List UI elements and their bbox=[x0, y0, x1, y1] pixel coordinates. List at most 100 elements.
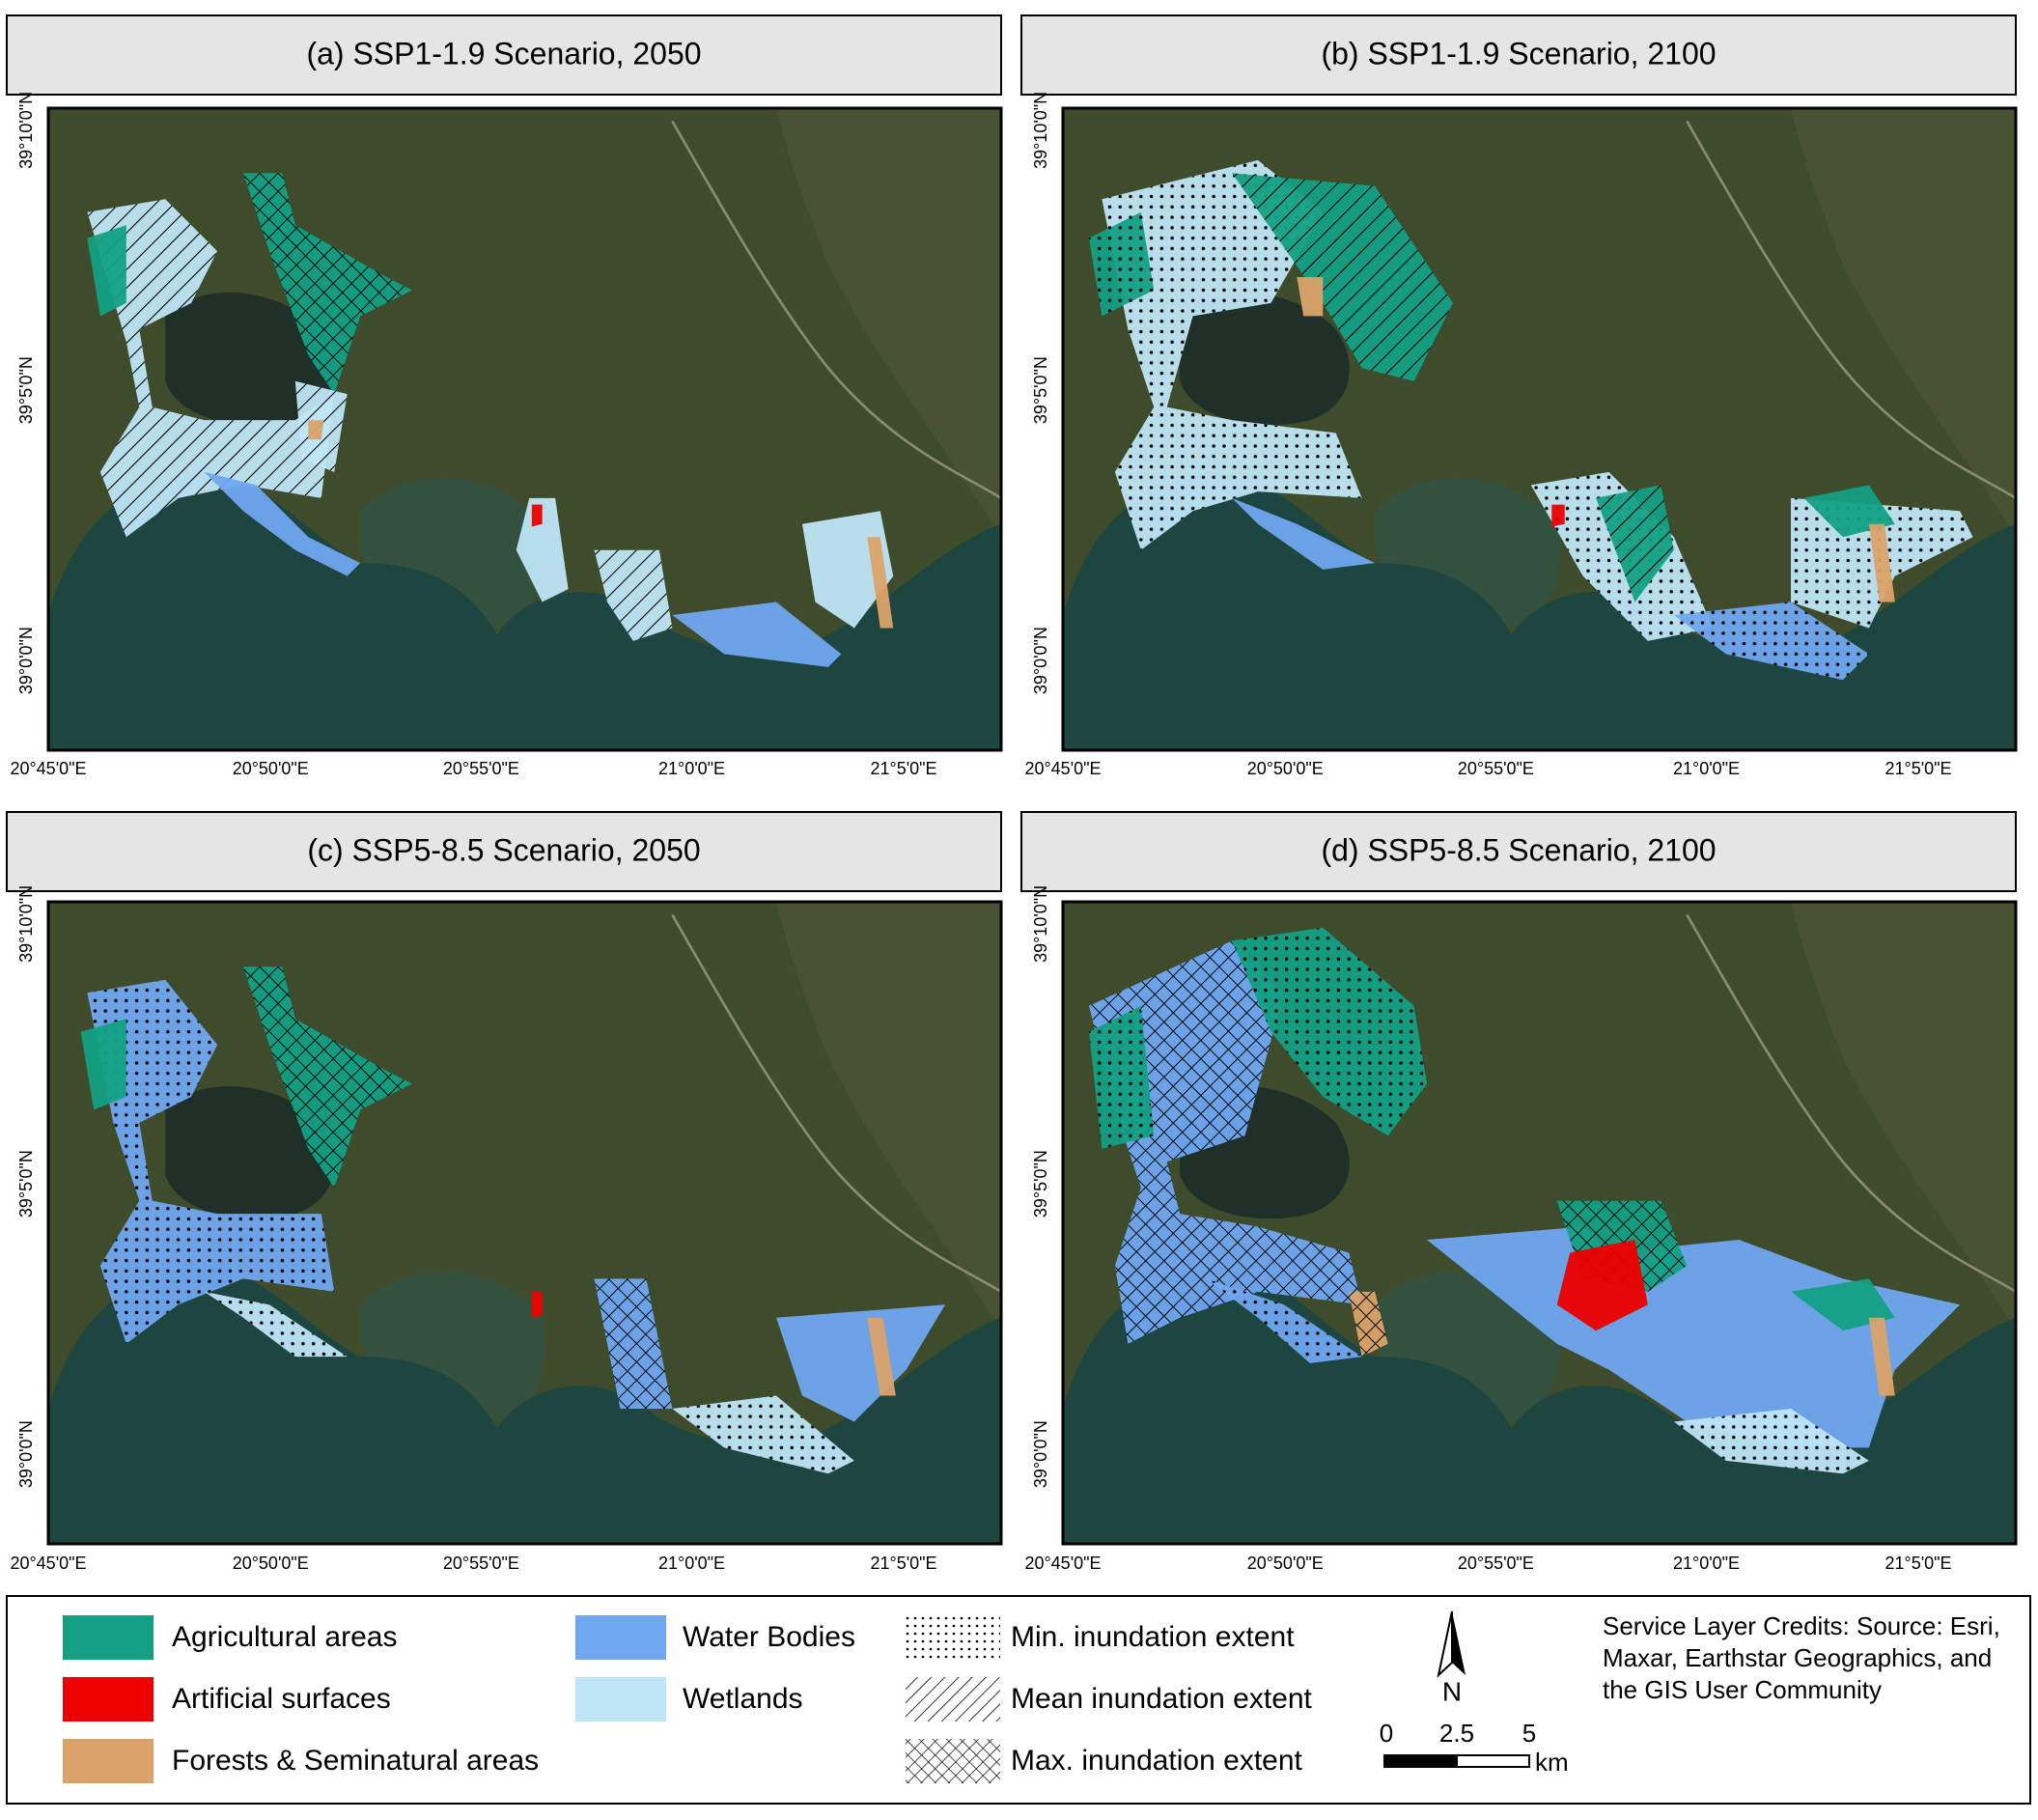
inundation-extent bbox=[1206, 1278, 1362, 1363]
lon-label: 20°45'0"E bbox=[10, 1554, 86, 1573]
scale-bar bbox=[1456, 1754, 1530, 1768]
legend-label: Mean inundation extent bbox=[1011, 1683, 1313, 1715]
legend-swatch bbox=[575, 1615, 666, 1660]
map bbox=[48, 108, 1001, 750]
panel-title-box bbox=[6, 811, 1002, 892]
land-cover bbox=[776, 1304, 946, 1422]
panel-title: (b) SSP1-1.9 Scenario, 2100 bbox=[1321, 36, 1716, 70]
land-cover bbox=[1868, 523, 1895, 602]
lat-label: 39°5'0"N bbox=[16, 356, 36, 424]
land-cover bbox=[516, 497, 569, 602]
land-cover bbox=[1232, 497, 1376, 570]
land-cover bbox=[867, 537, 894, 629]
land-cover bbox=[1791, 1278, 1895, 1331]
lon-label: 20°50'0"E bbox=[1247, 1554, 1324, 1573]
panel-title-box bbox=[6, 14, 1002, 96]
map-frame bbox=[1061, 900, 2018, 1546]
scale-label: 2.5 bbox=[1439, 1719, 1474, 1748]
lagoon bbox=[165, 1086, 335, 1219]
legend-swatch bbox=[63, 1739, 154, 1783]
panel-title: (a) SSP1-1.9 Scenario, 2050 bbox=[306, 36, 701, 70]
lat-label: 39°10'0"N bbox=[16, 885, 36, 963]
inundation-extent bbox=[672, 1395, 854, 1474]
credits-box: Service Layer Credits: Source: Esri, Max… bbox=[1603, 1611, 2000, 1704]
legend-swatch bbox=[575, 1677, 666, 1722]
inundation-extent bbox=[1596, 485, 1674, 602]
panel-title-box bbox=[1020, 811, 2017, 892]
inundation-extent bbox=[594, 549, 673, 641]
panel-title: (c) SSP5-8.5 Scenario, 2050 bbox=[307, 832, 700, 867]
scale-label: 5 bbox=[1522, 1719, 1536, 1748]
lon-label: 20°55'0"E bbox=[1458, 759, 1534, 778]
hills bbox=[776, 108, 1001, 538]
legend-label: Water Bodies bbox=[683, 1621, 855, 1653]
land-cover bbox=[204, 471, 361, 576]
lat-label: 39°0'0"N bbox=[1031, 627, 1050, 694]
land-cover bbox=[308, 420, 324, 440]
lon-label: 21°0'0"E bbox=[1673, 1554, 1740, 1573]
legend-label: Agricultural areas bbox=[172, 1621, 397, 1653]
lon-label: 20°50'0"E bbox=[233, 1554, 309, 1573]
panel-title: (d) SSP5-8.5 Scenario, 2100 bbox=[1321, 832, 1716, 867]
map bbox=[48, 902, 1001, 1544]
land-cover bbox=[1551, 504, 1565, 527]
hills bbox=[1791, 902, 2016, 1331]
lon-label: 20°55'0"E bbox=[1458, 1554, 1534, 1573]
north-label: N bbox=[1442, 1676, 1462, 1706]
hills bbox=[1791, 108, 2016, 538]
max-swatch bbox=[906, 1739, 1000, 1783]
land-cover bbox=[867, 1317, 896, 1396]
inundation-extent bbox=[87, 979, 335, 1344]
lon-label: 20°50'0"E bbox=[233, 759, 309, 778]
legend-label: Max. inundation extent bbox=[1011, 1745, 1303, 1777]
hills bbox=[776, 902, 1001, 1331]
scale-bar bbox=[1383, 1754, 1458, 1768]
lat-label: 39°10'0"N bbox=[1031, 92, 1050, 169]
road bbox=[1686, 120, 2016, 499]
legend-swatch bbox=[63, 1615, 154, 1660]
lon-label: 21°5'0"E bbox=[870, 759, 936, 778]
lon-label: 21°5'0"E bbox=[1884, 759, 1951, 778]
panel-title-box bbox=[1020, 14, 2017, 96]
lon-label: 21°0'0"E bbox=[1673, 759, 1740, 778]
land-cover bbox=[1868, 1317, 1895, 1396]
land-cover bbox=[531, 504, 543, 527]
inundation-extent bbox=[1088, 1005, 1155, 1149]
lat-label: 39°10'0"N bbox=[1031, 885, 1050, 963]
land-cover bbox=[1297, 277, 1324, 317]
map-frame bbox=[46, 900, 1003, 1546]
lon-label: 21°5'0"E bbox=[870, 1554, 936, 1573]
scale-label: 0 bbox=[1380, 1719, 1393, 1748]
road bbox=[671, 120, 1001, 499]
lon-label: 21°0'0"E bbox=[658, 759, 725, 778]
lagoon bbox=[165, 293, 335, 426]
scale-unit: km bbox=[1535, 1748, 1569, 1777]
legend-label: Forests & Seminatural areas bbox=[172, 1745, 539, 1777]
inundation-extent bbox=[1232, 927, 1428, 1136]
credits: Service Layer Credits: Source: Esri, Max… bbox=[1603, 1611, 2000, 1704]
legend-label: Min. inundation extent bbox=[1011, 1621, 1295, 1653]
land-cover bbox=[531, 1291, 543, 1318]
land-cover bbox=[1427, 1226, 1961, 1448]
lagoon bbox=[1180, 293, 1350, 426]
legend-label: Wetlands bbox=[683, 1683, 803, 1715]
inundation-extent bbox=[1349, 1291, 1388, 1358]
map bbox=[1063, 108, 2016, 750]
legend-swatch bbox=[63, 1677, 154, 1722]
lon-label: 21°5'0"E bbox=[1884, 1554, 1951, 1573]
land-cover bbox=[1556, 1240, 1648, 1331]
min-swatch bbox=[906, 1615, 1000, 1660]
land-cover bbox=[80, 1019, 126, 1110]
lon-label: 21°0'0"E bbox=[658, 1554, 725, 1573]
land-cover bbox=[87, 225, 126, 317]
land-cover bbox=[672, 602, 842, 667]
lat-label: 39°0'0"N bbox=[16, 627, 36, 694]
map-frame bbox=[46, 106, 1003, 752]
lat-label: 39°0'0"N bbox=[16, 1420, 36, 1488]
north-arrow: N bbox=[1437, 1610, 1466, 1706]
road bbox=[1686, 913, 2016, 1293]
map bbox=[1063, 902, 2016, 1544]
lat-label: 39°5'0"N bbox=[16, 1150, 36, 1218]
lon-label: 20°55'0"E bbox=[443, 759, 519, 778]
